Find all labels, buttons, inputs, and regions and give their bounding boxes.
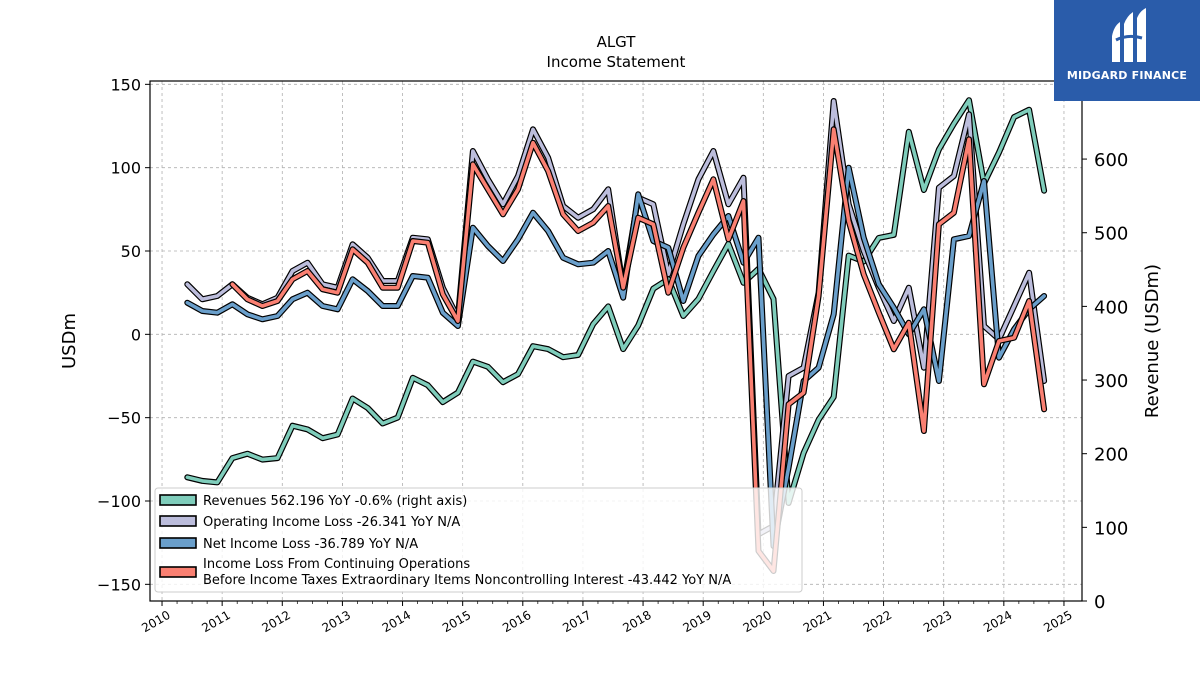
y-tick-label-left: −50 <box>107 409 141 428</box>
legend-swatch <box>159 494 197 506</box>
y-axis-label-right: Revenue (USDm) <box>1142 264 1163 418</box>
legend-swatch <box>159 537 197 549</box>
legend-label: Revenues 562.196 YoY -0.6% (right axis) <box>203 494 467 509</box>
y-tick-label-left: 150 <box>110 75 141 94</box>
x-tick-label: 2018 <box>620 608 653 635</box>
y-tick-label-left: 0 <box>131 325 141 344</box>
legend-swatch <box>159 515 197 527</box>
legend-entry-revenues: Revenues 562.196 YoY -0.6% (right axis) <box>159 494 467 509</box>
y-tick-label-right: 500 <box>1094 224 1128 245</box>
plot-frame <box>149 80 1083 602</box>
y-tick-label-right: 600 <box>1094 150 1128 171</box>
x-tick-label: 2010 <box>139 608 172 635</box>
x-tick-label: 2019 <box>680 608 713 635</box>
legend-entry-net-income: Net Income Loss -36.789 YoY N/A <box>159 537 418 552</box>
y-tick-label-left: 50 <box>121 242 141 261</box>
x-tick-label: 2011 <box>199 608 232 635</box>
y-tick-label-right: 100 <box>1094 518 1128 539</box>
y-tick-label-left: −100 <box>97 492 141 511</box>
x-tick-label: 2024 <box>981 608 1014 635</box>
y-tick-label-right: 300 <box>1094 371 1128 392</box>
y-tick-label-left: −150 <box>97 575 141 594</box>
legend-box <box>154 487 803 593</box>
legend-entry-pretax-income: Income Loss From Continuing OperationsBe… <box>159 557 731 588</box>
legend-entry-operating-income: Operating Income Loss -26.341 YoY N/A <box>159 515 460 530</box>
y-tick-label-right: 400 <box>1094 297 1128 318</box>
legend-label-line2: Before Income Taxes Extraordinary Items … <box>203 573 731 588</box>
series-group <box>184 97 1048 574</box>
brand-logo: MIDGARD FINANCE <box>1054 0 1200 101</box>
net-income-line <box>185 165 1046 548</box>
brand-name: MIDGARD FINANCE <box>1066 69 1188 82</box>
y-tick-label-left: 100 <box>110 159 141 178</box>
x-tick-label: 2025 <box>1041 608 1074 635</box>
x-tick-label: 2012 <box>260 608 293 635</box>
x-tick-label: 2021 <box>801 608 834 635</box>
x-tick-label: 2023 <box>921 608 954 635</box>
x-tick-label: 2016 <box>500 608 533 635</box>
y-tick-label-right: 0 <box>1094 592 1105 613</box>
legend-label: Operating Income Loss -26.341 YoY N/A <box>203 515 460 530</box>
legend-swatch <box>159 566 197 578</box>
legend-label-line1: Income Loss From Continuing Operations <box>203 557 470 572</box>
chart-subtitle: Income Statement <box>547 53 686 71</box>
x-tick-label: 2014 <box>380 608 413 635</box>
x-tick-label: 2022 <box>861 608 894 635</box>
x-tick-label: 2013 <box>320 608 353 635</box>
x-tick-label: 2015 <box>440 608 473 635</box>
chart-title: ALGT <box>597 33 637 51</box>
x-tick-label: 2017 <box>560 608 593 635</box>
legend: Revenues 562.196 YoY -0.6% (right axis) O… <box>154 487 803 593</box>
pretax-income-line <box>230 127 1046 573</box>
legend-label: Net Income Loss -36.789 YoY N/A <box>203 537 418 552</box>
y-axis-label-left: USDm <box>59 313 80 369</box>
logo-mark-icon <box>1112 8 1146 62</box>
revenues-line <box>185 98 1046 505</box>
y-tick-label-right: 200 <box>1094 445 1128 466</box>
x-tick-label: 2020 <box>741 608 774 635</box>
